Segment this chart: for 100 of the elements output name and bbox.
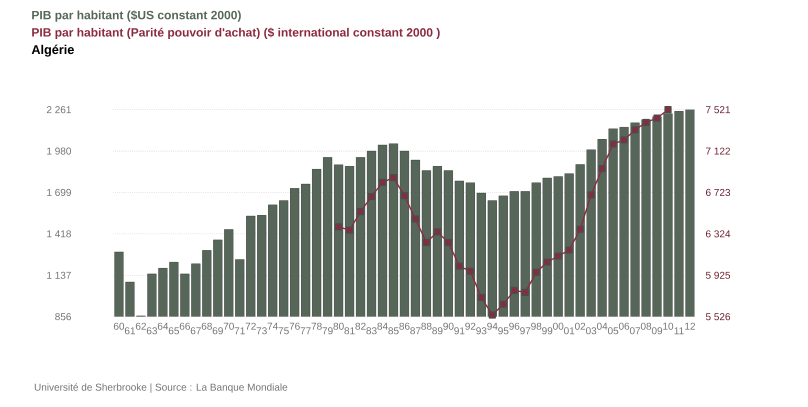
x-tick-label: 73 bbox=[256, 327, 267, 334]
x-tick-label: 62 bbox=[136, 322, 146, 330]
x-tick-label: 06 bbox=[618, 322, 630, 330]
point bbox=[598, 165, 606, 172]
x-tick-label: 71 bbox=[234, 327, 245, 334]
point bbox=[444, 239, 452, 246]
x-tick-label: 74 bbox=[268, 322, 278, 330]
y2-tick-label: 6 723 bbox=[706, 189, 730, 196]
x-tick-label: 86 bbox=[399, 322, 410, 330]
y-tick-label: 1 980 bbox=[47, 148, 72, 155]
x-tick-label: 64 bbox=[158, 322, 168, 330]
x-tick-label: 78 bbox=[312, 322, 322, 330]
x-tick-label: 82 bbox=[355, 322, 366, 330]
point bbox=[522, 288, 529, 296]
point bbox=[554, 252, 562, 260]
point bbox=[434, 228, 442, 236]
x-tick-label: 94 bbox=[487, 322, 498, 330]
x-tick-label: 81 bbox=[344, 327, 355, 334]
point bbox=[390, 174, 398, 182]
x-tick-label: 89 bbox=[432, 327, 442, 334]
point bbox=[400, 192, 408, 200]
y-tick-label: 1 699 bbox=[47, 189, 71, 196]
x-tick-label: 02 bbox=[574, 322, 586, 330]
x-tick-label: 99 bbox=[542, 327, 552, 334]
point bbox=[368, 193, 376, 200]
point bbox=[356, 208, 364, 216]
x-tick-label: 12 bbox=[685, 322, 696, 330]
y2-tick-label: 5 925 bbox=[706, 272, 730, 279]
x-tick-label: 70 bbox=[224, 322, 234, 330]
y-tick-label: 1 418 bbox=[47, 230, 71, 238]
x-tick-label: 77 bbox=[300, 327, 311, 334]
x-tick-label: 92 bbox=[465, 322, 476, 330]
chart-title: Algérie bbox=[32, 44, 74, 57]
x-tick-label: 88 bbox=[421, 322, 432, 330]
x-tick-label: 87 bbox=[410, 327, 421, 334]
text: Université de Sherbrooke | Source : La Banque Mondiale bbox=[34, 383, 288, 393]
x-tick-label: 98 bbox=[531, 322, 542, 330]
point bbox=[500, 300, 507, 308]
point bbox=[456, 262, 463, 270]
point bbox=[378, 178, 386, 186]
point bbox=[422, 239, 430, 246]
x-tick-label: 69 bbox=[212, 327, 223, 334]
point bbox=[610, 140, 617, 148]
y2-tick-label: 7 122 bbox=[706, 148, 730, 155]
x-tick-label: 04 bbox=[596, 322, 608, 330]
x-tick-label: 83 bbox=[366, 327, 377, 334]
point bbox=[544, 258, 551, 266]
point bbox=[653, 114, 661, 122]
point bbox=[334, 223, 342, 231]
point bbox=[631, 126, 639, 134]
y2-tick-label: 6 324 bbox=[706, 230, 730, 238]
point bbox=[642, 118, 650, 126]
x-tick-label: 80 bbox=[333, 322, 344, 330]
x-tick-label: 72 bbox=[246, 322, 256, 330]
point bbox=[412, 216, 420, 223]
point bbox=[620, 136, 628, 144]
x-tick-label: 79 bbox=[322, 327, 333, 334]
x-tick-label: 95 bbox=[498, 327, 508, 334]
x-tick-label: 96 bbox=[509, 322, 520, 330]
y-tick-label: 2 261 bbox=[46, 106, 71, 114]
point bbox=[588, 191, 595, 199]
x-tick-label: 85 bbox=[388, 327, 399, 334]
x-tick-label: 11 bbox=[674, 327, 684, 334]
x-tick-label: 05 bbox=[608, 327, 618, 334]
x-tick-label: 76 bbox=[290, 322, 300, 330]
x-tick-label: 75 bbox=[278, 327, 289, 334]
x-tick-label: 67 bbox=[190, 327, 201, 334]
x-tick-label: 00 bbox=[553, 322, 564, 330]
x-tick-label: 08 bbox=[640, 322, 652, 330]
point bbox=[576, 226, 584, 233]
y2-tick-label: 5 526 bbox=[706, 313, 730, 320]
x-tick-label: 60 bbox=[114, 322, 124, 330]
x-tick-label: 03 bbox=[586, 327, 596, 334]
x-tick-label: 63 bbox=[146, 327, 158, 334]
x-tick-label: 97 bbox=[520, 327, 530, 334]
x-tick-label: 68 bbox=[202, 322, 212, 330]
text: PIB par habitant (Parité pouvoir d'achat) ($ international constant 2000 ) bbox=[32, 28, 440, 40]
x-tick-label: 93 bbox=[476, 327, 486, 334]
y-tick-label: 1 137 bbox=[47, 272, 71, 279]
point bbox=[488, 312, 496, 319]
x-tick-label: 84 bbox=[377, 322, 388, 330]
point bbox=[566, 246, 573, 254]
x-tick-label: 91 bbox=[454, 327, 464, 334]
x-tick-label: 10 bbox=[663, 322, 674, 330]
point bbox=[346, 226, 354, 234]
point bbox=[466, 268, 474, 275]
point bbox=[510, 286, 518, 294]
x-tick-label: 07 bbox=[630, 327, 640, 334]
point bbox=[664, 106, 672, 114]
y-tick-label: 856 bbox=[55, 313, 71, 320]
x-tick-label: 90 bbox=[443, 322, 454, 330]
x-tick-label: 09 bbox=[652, 327, 662, 334]
x-tick-label: 61 bbox=[124, 327, 136, 334]
x-tick-label: 66 bbox=[180, 322, 190, 330]
x-tick-label: 01 bbox=[564, 327, 574, 334]
x-tick-label: 65 bbox=[168, 327, 180, 334]
point bbox=[478, 294, 485, 302]
y2-tick-label: 7 521 bbox=[706, 106, 730, 114]
point bbox=[532, 268, 540, 276]
text: PIB par habitant ($US constant 2000) bbox=[32, 10, 241, 22]
